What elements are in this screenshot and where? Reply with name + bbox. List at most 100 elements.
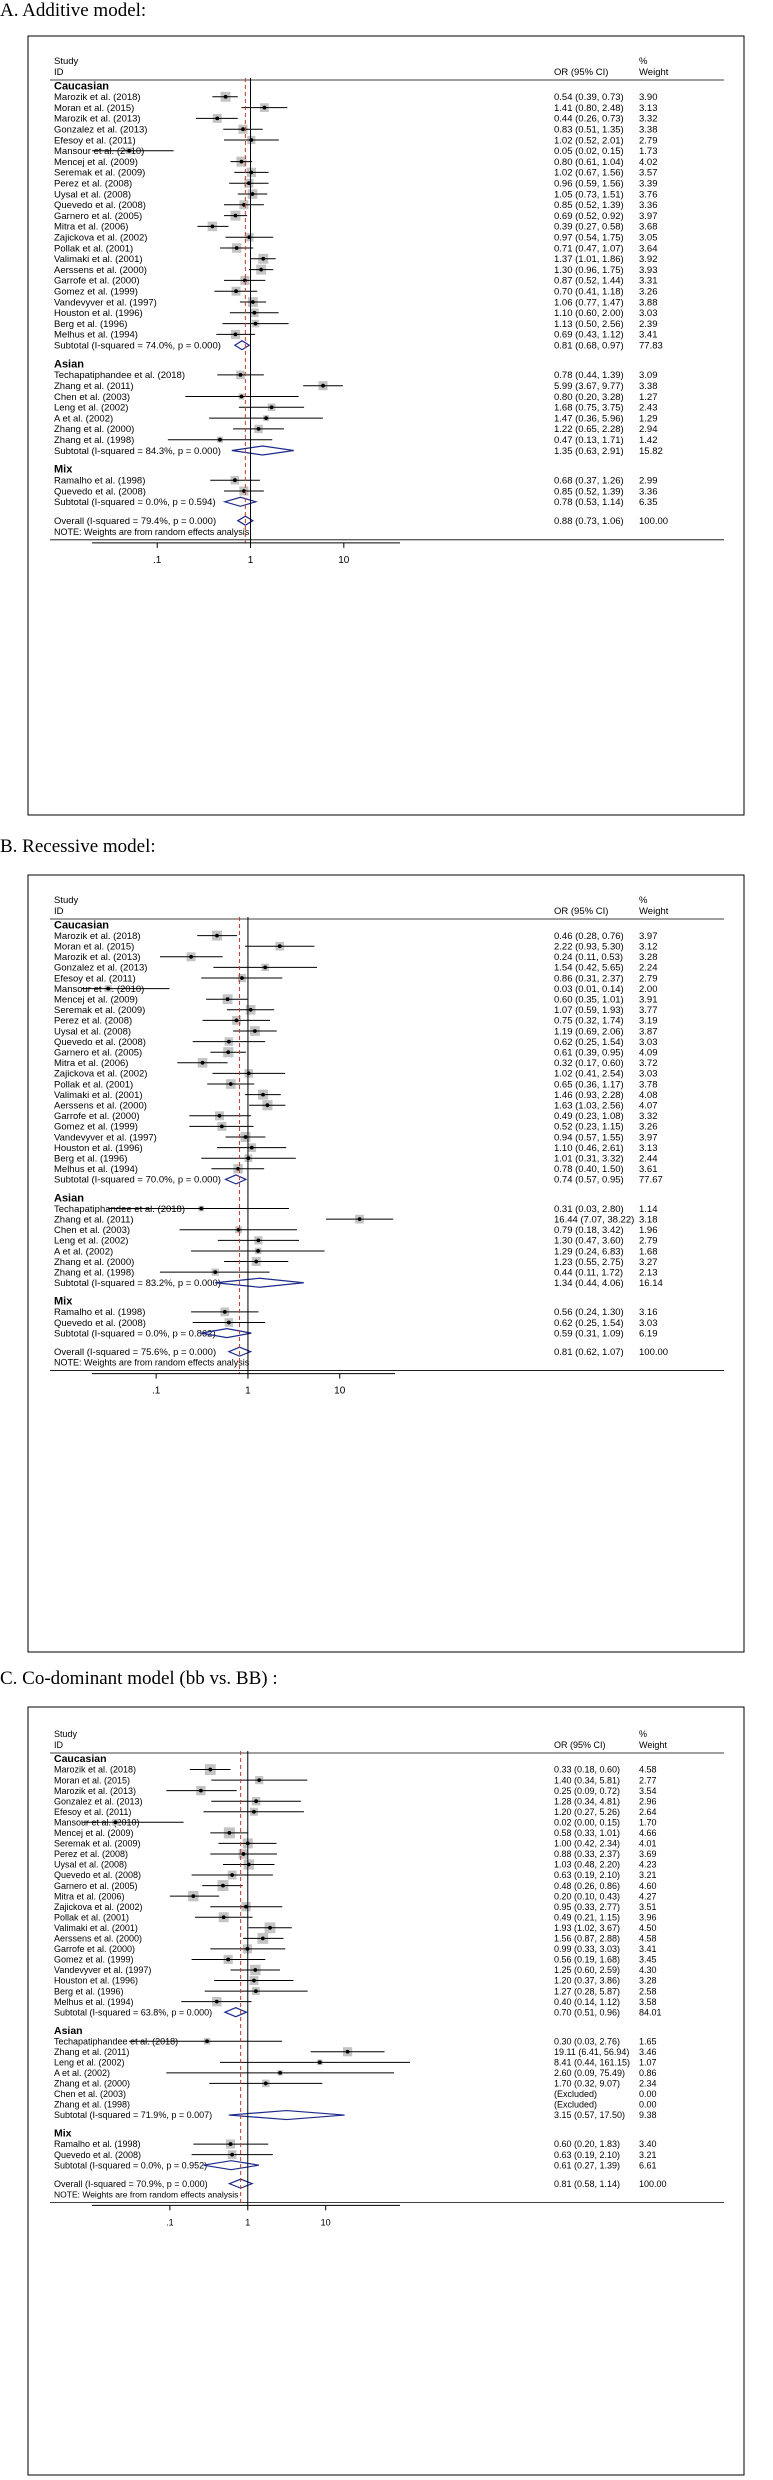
header-id: ID: [54, 1740, 64, 1750]
study-label: Mansour et al. (2010): [54, 984, 144, 995]
study-label: Quevedo et al. (2008): [54, 1037, 146, 1048]
x-tick-label: .1: [166, 2217, 174, 2227]
study-point: [321, 383, 325, 388]
study-or-ci: 0.85 (0.52, 1.39): [554, 486, 624, 497]
study-label: Marozik et al. (2018): [54, 92, 141, 103]
overall-label: Overall (I-squared = 70.9%, p = 0.000): [54, 2179, 208, 2189]
study-label: Zhang et al. (2000): [54, 424, 134, 435]
study-point: [262, 105, 267, 110]
study-or-ci: 5.99 (3.67, 9.77): [554, 381, 624, 392]
study-point: [241, 1852, 246, 1856]
study-weight: 3.41: [639, 330, 658, 341]
study-weight: 4.07: [639, 1101, 658, 1112]
study-point: [228, 1082, 233, 1086]
study-weight: 3.12: [639, 942, 658, 953]
study-label: Quevedo et al. (2008): [54, 1870, 141, 1880]
study-or-ci: 0.46 (0.28, 0.76): [554, 931, 624, 942]
study-weight: 2.39: [639, 319, 658, 330]
subtotal-diamond: [222, 496, 258, 507]
study-label: Ramalho et al. (1998): [54, 1307, 145, 1318]
study-label: Zhang et al. (2011): [54, 381, 134, 392]
study-label: Berg et al. (1996): [54, 1154, 127, 1165]
study-weight: 1.73: [639, 146, 658, 157]
study-label: Zhang et al. (2011): [54, 1214, 134, 1225]
header-weight: Weight: [639, 906, 669, 917]
study-label: Vandevyver et al. (1997): [54, 1132, 157, 1143]
study-label: Valimaki et al. (2001): [54, 254, 143, 265]
study-point: [191, 1894, 196, 1899]
study-point: [219, 1124, 224, 1129]
study-or-ci: 0.88 (0.33, 2.37): [554, 1849, 620, 1859]
study-weight: 2.34: [639, 2079, 657, 2089]
subtotal-weight: 84.01: [639, 2007, 662, 2017]
subtotal-label: Subtotal (I-squared = 84.3%, p = 0.000): [54, 446, 221, 457]
subtotal-label: Subtotal (I-squared = 71.9%, p = 0.007): [54, 2110, 212, 2120]
overall-diamond: [227, 2178, 254, 2189]
study-point: [223, 94, 228, 99]
study-or-ci: 0.85 (0.52, 1.39): [554, 200, 624, 211]
group-label: Caucasian: [54, 919, 109, 931]
study-or-ci: 0.52 (0.23, 1.15): [554, 1122, 624, 1133]
study-label: Techapatiphandee et al. (2018): [54, 1204, 185, 1215]
study-point: [253, 1989, 258, 1993]
study-point: [260, 1936, 265, 1941]
header-or: OR (95% CI): [554, 67, 608, 78]
group-label: Asian: [54, 358, 84, 370]
study-weight: 3.26: [639, 1122, 658, 1133]
study-weight: 3.78: [639, 1079, 658, 1090]
subtotal-weight: 77.83: [639, 341, 663, 352]
study-weight: 3.90: [639, 92, 658, 103]
study-or-ci: 0.32 (0.17, 0.60): [554, 1058, 624, 1069]
x-tick-label: 10: [338, 555, 350, 566]
study-or-ci: 1.20 (0.37, 3.86): [554, 1976, 620, 1986]
study-label: Garrofe et al. (2000): [54, 276, 140, 287]
header-study: Study: [54, 56, 79, 67]
study-label: Techapatiphandee et al. (2018): [54, 370, 185, 381]
study-weight: 3.45: [639, 1955, 657, 1965]
subtotal-diamond: [228, 2109, 345, 2121]
group-label: Caucasian: [54, 80, 109, 92]
panel-a-title: A. Additive model:: [0, 0, 147, 21]
study-or-ci: 0.69 (0.52, 0.92): [554, 211, 624, 222]
study-weight: 3.03: [639, 1037, 658, 1048]
x-tick-label: 1: [248, 555, 254, 566]
study-weight: 3.51: [639, 1902, 657, 1912]
study-label: Quevedo et al. (2008): [54, 200, 146, 211]
study-point: [233, 332, 238, 337]
study-or-ci: 0.94 (0.57, 1.55): [554, 1132, 624, 1143]
study-label: Leng et al. (2002): [54, 1236, 128, 1247]
study-label: Houston et al. (1996): [54, 1976, 138, 1986]
study-label: Zhang et al. (1998): [54, 435, 134, 446]
weights-note: NOTE: Weights are from random effects an…: [54, 1358, 250, 1368]
study-weight: 4.58: [639, 1934, 657, 1944]
study-label: Garrofe et al. (2000): [54, 1111, 140, 1122]
study-weight: 3.26: [639, 287, 658, 298]
study-point: [263, 2081, 268, 2086]
study-point: [225, 997, 230, 1002]
study-weight: 3.88: [639, 297, 658, 308]
study-weight: 3.05: [639, 233, 658, 244]
study-or-ci: 0.69 (0.43, 1.12): [554, 330, 624, 341]
study-or-ci: 0.95 (0.33, 2.77): [554, 1902, 620, 1912]
study-or-ci: 0.83 (0.51, 1.35): [554, 125, 624, 136]
study-weight: 1.96: [639, 1225, 658, 1236]
study-label: Techapatiphandee et al. (2018): [54, 2036, 178, 2046]
overall-or-ci: 0.81 (0.62, 1.07): [554, 1347, 624, 1358]
study-point: [250, 300, 255, 304]
study-weight: 1.68: [639, 1246, 658, 1257]
study-label: Chen et al. (2003): [54, 392, 130, 403]
study-weight: 3.69: [639, 1849, 657, 1859]
study-weight: 3.54: [639, 1786, 657, 1796]
study-point: [189, 954, 193, 959]
study-weight: 2.77: [639, 1775, 657, 1785]
study-weight: 2.44: [639, 1154, 658, 1165]
overall-weight: 100.00: [639, 516, 668, 527]
study-label: Mencej et al. (2009): [54, 995, 138, 1006]
study-weight: 3.93: [639, 265, 658, 276]
study-weight: 1.42: [639, 435, 658, 446]
study-point: [256, 1249, 260, 1253]
study-or-ci: 0.86 (0.31, 2.37): [554, 973, 624, 984]
study-or-ci: 0.63 (0.19, 2.10): [554, 2150, 620, 2160]
subtotal-diamond: [223, 2007, 248, 2018]
study-point: [249, 170, 254, 175]
